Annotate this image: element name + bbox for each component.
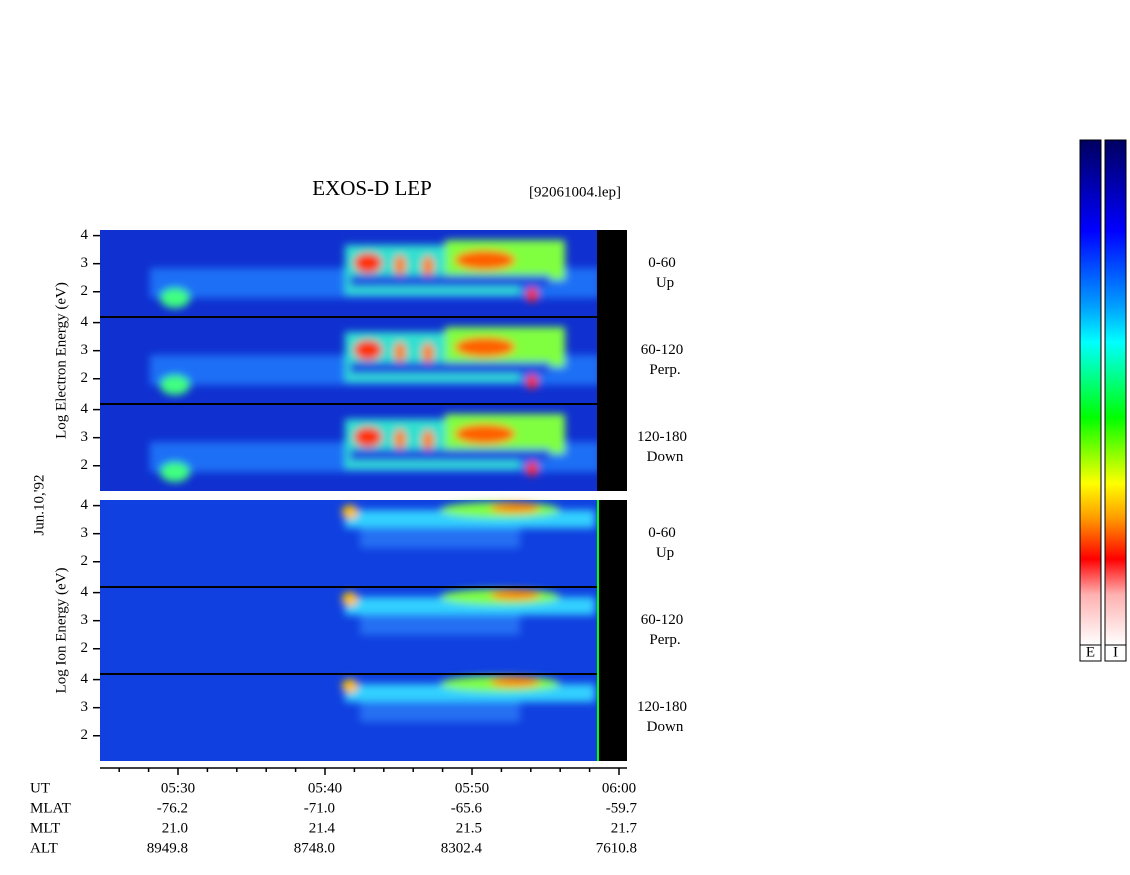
y-tick-label: 2 [81, 727, 89, 743]
y-tick-label: 4 [81, 314, 89, 330]
y-tick-label: 4 [81, 401, 89, 417]
panel-range: 120-180 [637, 429, 687, 445]
y-tick-label: 4 [81, 227, 89, 243]
y-tick-label: 3 [81, 699, 89, 715]
colorbar-label: E [1086, 644, 1095, 660]
panel-range: 60-120 [641, 612, 684, 628]
ephemeris-value: -65.6 [451, 800, 483, 816]
y-tick-label: 2 [81, 640, 89, 656]
panel-direction: Down [647, 719, 684, 735]
panel-range: 120-180 [637, 699, 687, 715]
y-tick-label: 3 [81, 612, 89, 628]
title: EXOS-D LEP [312, 176, 432, 200]
y-tick-label: 2 [81, 457, 89, 473]
row-label: ALT [30, 840, 58, 856]
panel-range: 0-60 [648, 255, 676, 271]
x-tick-label: 05:30 [161, 780, 195, 796]
panel-direction: Perp. [649, 362, 680, 378]
ephemeris-value: -59.7 [606, 800, 638, 816]
x-tick-label: 05:50 [455, 780, 489, 796]
y-axis-label: Log Ion Energy (eV) [53, 568, 69, 694]
colorbars [1079, 139, 1127, 662]
x-tick-label: 05:40 [308, 780, 342, 796]
y-tick-label: 2 [81, 283, 89, 299]
y-tick-label: 4 [81, 497, 89, 513]
y-axis-label: Log Electron Energy (eV) [53, 282, 69, 439]
y-tick-label: 2 [81, 370, 89, 386]
row-label: UT [30, 780, 50, 796]
colorbar-label: I [1113, 644, 1118, 660]
row-label: MLAT [30, 800, 71, 816]
y-tick-label: 2 [81, 553, 89, 569]
y-tick-label: 4 [81, 671, 89, 687]
x-tick-label: 06:00 [602, 780, 636, 796]
row-label: MLT [30, 820, 60, 836]
y-tick-label: 3 [81, 429, 89, 445]
panel-direction: Down [647, 449, 684, 465]
y-tick-label: 3 [81, 255, 89, 271]
ephemeris-value: 21.7 [611, 820, 638, 836]
ephemeris-value: 8302.4 [441, 840, 483, 856]
ephemeris-value: 8748.0 [294, 840, 335, 856]
panel-direction: Up [656, 545, 674, 561]
ephemeris-value: 21.0 [162, 820, 188, 836]
y-tick-label: 3 [81, 342, 89, 358]
ephemeris-value: 21.4 [309, 820, 336, 836]
y-tick-label: 4 [81, 584, 89, 600]
panel-direction: Up [656, 275, 674, 291]
panel-range: 0-60 [648, 525, 676, 541]
ephemeris-value: 7610.8 [596, 840, 637, 856]
ephemeris-value: -71.0 [304, 800, 335, 816]
panel-direction: Perp. [649, 632, 680, 648]
ephemeris-value: 8949.8 [147, 840, 188, 856]
file-name: [92061004.lep] [529, 184, 621, 200]
ephemeris-value: -76.2 [157, 800, 188, 816]
date: Jun.10,'92 [31, 474, 47, 535]
panel-range: 60-120 [641, 342, 684, 358]
y-tick-label: 3 [81, 525, 89, 541]
spectrograms [100, 230, 627, 761]
ephemeris-value: 21.5 [456, 820, 482, 836]
